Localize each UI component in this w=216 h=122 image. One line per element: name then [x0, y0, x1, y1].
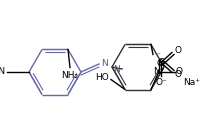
Text: N⁺: N⁺ — [153, 67, 165, 76]
Text: NH₂: NH₂ — [61, 71, 79, 80]
Text: ⁻: ⁻ — [156, 52, 160, 59]
Text: S: S — [158, 58, 164, 67]
Text: N: N — [101, 59, 107, 67]
Text: Na⁺: Na⁺ — [183, 78, 200, 87]
Text: HO: HO — [95, 73, 109, 82]
Text: N: N — [114, 66, 120, 75]
Text: O: O — [175, 46, 181, 55]
Text: O: O — [157, 59, 164, 68]
Text: H₂N: H₂N — [0, 67, 5, 76]
Text: O⁻: O⁻ — [155, 78, 167, 87]
Text: O: O — [175, 70, 181, 79]
Text: O: O — [175, 67, 183, 76]
